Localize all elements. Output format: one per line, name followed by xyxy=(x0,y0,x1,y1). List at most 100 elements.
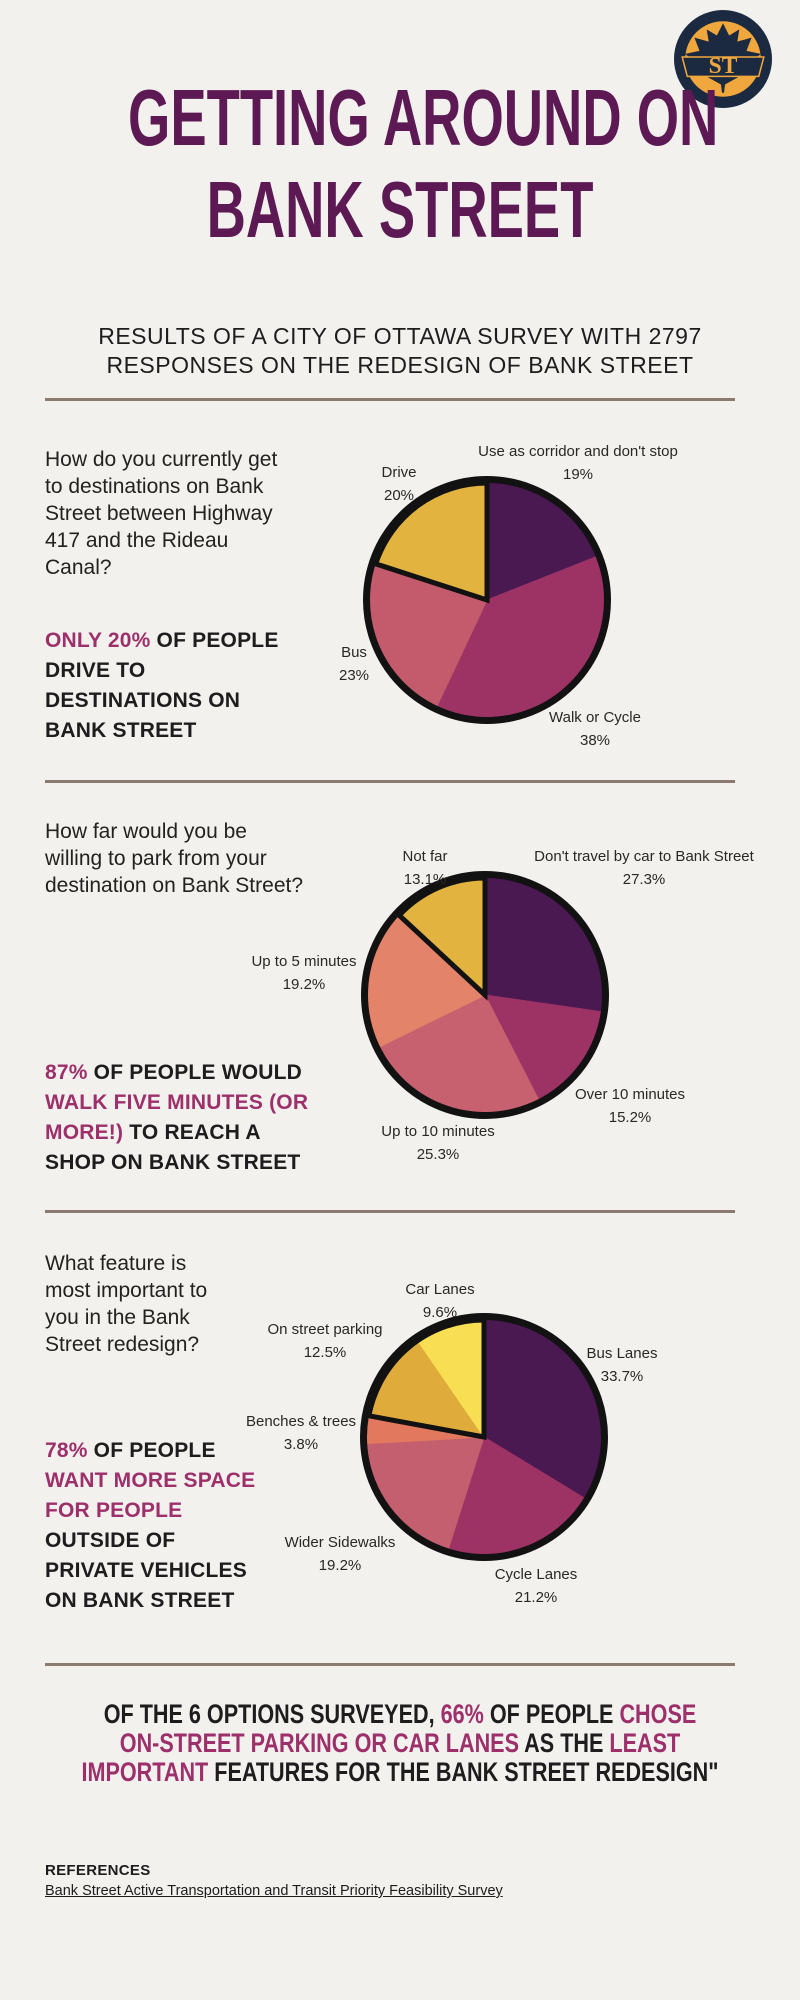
pie-slice-label-pct: 21.2% xyxy=(514,1589,558,1606)
pie-slice-label: Don't travel by car to Bank Street 27.3% xyxy=(534,845,754,891)
pie-slice-label-name: Up to 10 minutes xyxy=(381,1123,495,1140)
pie-slice-label-name: Cycle Lanes xyxy=(494,1566,578,1583)
section1-question: How do you currently get to destinations… xyxy=(45,448,278,579)
pie-slice-label-name: Don't travel by car to Bank Street xyxy=(534,848,754,865)
section-divider xyxy=(45,1663,735,1666)
pie-slice-label-name: On street parking xyxy=(267,1321,383,1338)
pie-slice xyxy=(379,994,540,1113)
pie-slice-label-pct: 19.2% xyxy=(318,1557,362,1574)
text-segment: CHOSE ON-STREET PARKING OR CAR LANES xyxy=(119,1699,697,1758)
pie-slice-label-name: Wider Sidewalks xyxy=(284,1534,396,1551)
pie-slice xyxy=(367,914,486,1048)
pie-slice-label: Benches & trees 3.8% xyxy=(246,1410,356,1456)
logo-banner xyxy=(681,56,765,78)
text-segment: ONLY 20% xyxy=(45,629,151,652)
pie-slice-label-pct: 19% xyxy=(562,466,594,483)
pie-slice-label-name: Bus Lanes xyxy=(586,1345,658,1362)
pie-slice-label-name: Up to 5 minutes xyxy=(251,953,357,970)
pie-slice-label-pct: 19.2% xyxy=(282,976,326,993)
pie-slice-label-name: Bus xyxy=(341,644,367,661)
text-segment: TO REACH A SHOP ON BANK STREET xyxy=(45,1121,301,1174)
pie-slice-border xyxy=(366,1317,487,1441)
section1-callout: ONLY 20% OF PEOPLE DRIVE TO DESTINATIONS… xyxy=(45,626,335,746)
page-title: GETTING AROUND ON BANK STREET xyxy=(0,72,800,256)
pie-slice-label-pct: 13.1% xyxy=(403,871,447,888)
pie-slice xyxy=(369,563,488,707)
section2-question: How far would you be willing to park fro… xyxy=(45,820,304,897)
pie-slice xyxy=(436,556,605,718)
pie-outline xyxy=(360,1313,608,1561)
page-subtitle: RESULTS OF A CITY OF OTTAWA SURVEY WITH … xyxy=(98,323,702,378)
pie-slice-label: Over 10 minutes 15.2% xyxy=(575,1083,685,1129)
pie-slice-label-pct: 9.6% xyxy=(422,1304,458,1321)
logo-leaf-stem xyxy=(704,75,742,93)
text-segment: 87% xyxy=(45,1061,88,1084)
page-title-line1: GETTING AROUND ON xyxy=(128,73,719,162)
section3-callout: 78% OF PEOPLE WANT MORE SPACE FOR PEOPLE… xyxy=(45,1436,335,1616)
pie-slice-label: Not far 13.1% xyxy=(402,845,447,891)
pie-chart-3 xyxy=(360,1313,608,1561)
pie-slice-label: On street parking 12.5% xyxy=(267,1318,382,1364)
pie-slice-label-pct: 23% xyxy=(338,667,370,684)
references-heading: REFERENCES xyxy=(45,1862,151,1879)
section3-question: What feature is most important to you in… xyxy=(45,1252,208,1356)
text-segment: FEATURES FOR THE BANK STREET REDESIGN" xyxy=(208,1757,719,1787)
section-divider xyxy=(45,398,735,401)
pie-slice xyxy=(366,1436,485,1550)
text-segment: OF PEOPLE WOULD xyxy=(93,1061,303,1084)
text-segment: OUTSIDE OF PRIVATE VEHICLES ON BANK STRE… xyxy=(45,1529,247,1612)
pie-slice-border xyxy=(372,480,490,604)
section2-callout: 87% OF PEOPLE WOULD WALK FIVE MINUTES (O… xyxy=(45,1058,335,1178)
references-link[interactable]: Bank Street Active Transportation and Tr… xyxy=(45,1883,503,1899)
pie-slice-label-pct: 3.8% xyxy=(283,1436,319,1453)
pie-slice-label-name: Use as corridor and don't stop xyxy=(478,443,678,460)
pie-slice xyxy=(484,994,602,1100)
pie-slice-label-pct: 12.5% xyxy=(303,1344,347,1361)
pie-slice-label-pct: 15.2% xyxy=(608,1109,652,1126)
logo-text: ST xyxy=(709,53,738,79)
pie-slice-label: Up to 5 minutes 19.2% xyxy=(251,950,356,996)
pie-slice-label-name: Car Lanes xyxy=(405,1281,475,1298)
summary-statement: OF THE 6 OPTIONS SURVEYED, 66% OF PEOPLE… xyxy=(80,1700,720,1787)
pie-chart-1 xyxy=(363,476,611,724)
pie-slice xyxy=(484,877,603,1013)
pie-slice-label: Drive 20% xyxy=(381,461,416,507)
text-segment: OF THE 6 OPTIONS SURVEYED, xyxy=(103,1699,441,1729)
pie-slice-label: Bus 23% xyxy=(339,641,369,687)
pie-slice-label-pct: 38% xyxy=(579,732,611,749)
pie-slice-label: Use as corridor and don't stop 19% xyxy=(478,440,678,486)
text-segment: LEAST IMPORTANT xyxy=(81,1728,681,1787)
pie-slice-label-name: Over 10 minutes xyxy=(574,1086,686,1103)
pie-slice-border xyxy=(395,875,488,1001)
pie-slice-label: Up to 10 minutes 25.3% xyxy=(381,1120,494,1166)
pie-slice-label: Walk or Cycle 38% xyxy=(549,706,641,752)
pie-outline xyxy=(363,476,611,724)
pie-slice-label-pct: 33.7% xyxy=(600,1368,644,1385)
text-segment: WANT MORE SPACE FOR PEOPLE xyxy=(45,1469,256,1522)
pie-slice-label: Wider Sidewalks 19.2% xyxy=(285,1531,396,1577)
pie-slice-label-name: Walk or Cycle xyxy=(549,709,641,726)
pie-chart-2 xyxy=(361,871,609,1119)
text-segment: AS THE xyxy=(518,1728,610,1758)
pie-slice xyxy=(486,482,597,601)
section-divider xyxy=(45,780,735,783)
pie-slice-label-pct: 27.3% xyxy=(622,871,666,888)
pie-slice-label-pct: 25.3% xyxy=(416,1146,460,1163)
text-segment: 66% xyxy=(440,1699,484,1729)
text-segment: OF PEOPLE DRIVE TO DESTINATIONS ON BANK … xyxy=(45,629,279,742)
pie-slice-label-name: Not far xyxy=(402,848,448,865)
text-segment: OF PEOPLE xyxy=(483,1699,620,1729)
pie-slice-label: Bus Lanes 33.7% xyxy=(587,1342,658,1388)
pie-outline xyxy=(361,871,609,1119)
pie-slice-label: Car Lanes 9.6% xyxy=(405,1278,474,1324)
text-segment: WALK FIVE MINUTES (OR MORE!) xyxy=(45,1091,309,1144)
text-segment: 78% xyxy=(45,1439,88,1462)
pie-slice-label-name: Benches & trees xyxy=(245,1413,357,1430)
pie-slice xyxy=(483,1319,602,1499)
pie-slice-label-pct: 20% xyxy=(383,487,415,504)
pie-slice-label: Cycle Lanes 21.2% xyxy=(495,1563,578,1609)
st-logo: ST xyxy=(674,10,772,108)
section-divider xyxy=(45,1210,735,1213)
